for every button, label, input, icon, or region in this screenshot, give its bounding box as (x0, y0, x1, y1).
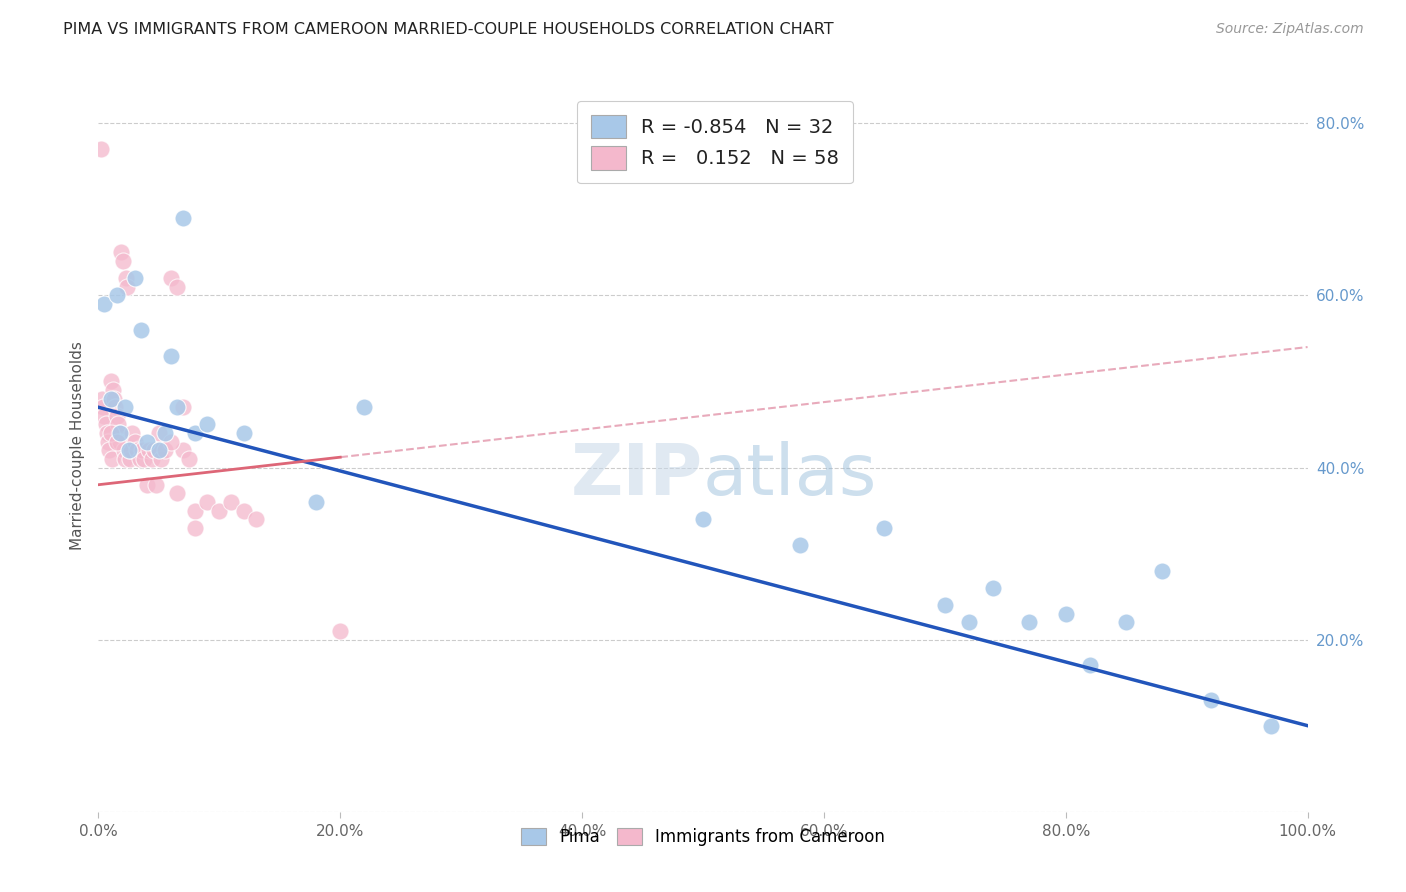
Point (124, 271, 146, 285)
Point (111, 254, 134, 268)
Point (184, 521, 207, 535)
Point (97, 434, 120, 449)
Point (118, 451, 141, 466)
Point (105, 434, 128, 449)
Point (96, 426, 118, 441)
Point (93, 409, 115, 423)
Point (118, 443, 141, 458)
Point (124, 434, 146, 449)
Point (104, 401, 127, 415)
Point (148, 443, 170, 458)
Point (135, 477, 157, 491)
Point (166, 401, 188, 415)
Point (98, 443, 121, 458)
Point (166, 280, 188, 294)
Point (100, 426, 122, 441)
Point (107, 417, 129, 432)
Point (195, 417, 218, 432)
Point (245, 512, 267, 526)
Point (135, 434, 157, 449)
Point (981, 581, 1004, 595)
Point (129, 323, 152, 337)
Point (141, 451, 163, 466)
Point (692, 512, 714, 526)
Point (145, 477, 167, 491)
Point (90, 142, 112, 156)
Point (184, 426, 207, 441)
Point (91, 401, 114, 415)
Point (134, 451, 156, 466)
Point (91, 392, 114, 406)
Text: ZIP: ZIP (571, 441, 703, 509)
Point (1054, 607, 1077, 621)
Point (120, 443, 142, 458)
Point (118, 443, 141, 458)
Text: atlas: atlas (703, 441, 877, 509)
Legend: Pima, Immigrants from Cameroon: Pima, Immigrants from Cameroon (513, 820, 893, 855)
Point (305, 495, 328, 509)
Point (105, 288, 128, 302)
Point (138, 443, 160, 458)
Point (1152, 564, 1174, 578)
Point (160, 434, 183, 449)
Point (100, 451, 122, 466)
Point (232, 426, 254, 441)
Point (143, 443, 166, 458)
Point (110, 245, 132, 260)
Point (873, 521, 896, 535)
Y-axis label: Married-couple Households: Married-couple Households (69, 342, 84, 550)
Point (184, 503, 207, 517)
Point (208, 503, 231, 517)
Point (1115, 615, 1137, 630)
Point (101, 383, 124, 397)
Point (93, 297, 115, 311)
Point (148, 443, 170, 458)
Point (153, 443, 176, 458)
Point (166, 486, 188, 500)
Point (232, 503, 254, 517)
Point (160, 349, 183, 363)
Point (108, 434, 131, 449)
Point (957, 615, 980, 630)
Point (1018, 615, 1040, 630)
Point (103, 392, 125, 406)
Point (172, 443, 194, 458)
Point (789, 538, 811, 552)
Text: Source: ZipAtlas.com: Source: ZipAtlas.com (1216, 22, 1364, 37)
Point (195, 495, 218, 509)
Point (160, 271, 183, 285)
Point (934, 598, 956, 612)
Point (108, 426, 131, 441)
Point (108, 426, 131, 441)
Point (179, 451, 201, 466)
Point (150, 451, 173, 466)
Point (172, 211, 194, 225)
Point (115, 271, 138, 285)
Point (172, 401, 194, 415)
Point (127, 443, 149, 458)
Point (131, 443, 153, 458)
Point (112, 443, 135, 458)
Point (1260, 719, 1282, 733)
Point (94, 417, 117, 432)
Point (1078, 658, 1101, 673)
Point (121, 426, 143, 441)
Point (117, 280, 139, 294)
Point (100, 392, 122, 406)
Text: PIMA VS IMMIGRANTS FROM CAMEROON MARRIED-COUPLE HOUSEHOLDS CORRELATION CHART: PIMA VS IMMIGRANTS FROM CAMEROON MARRIED… (63, 22, 834, 37)
Point (105, 409, 128, 423)
Point (1199, 693, 1222, 707)
Point (148, 426, 170, 441)
Point (153, 426, 176, 441)
Point (100, 375, 122, 389)
Point (114, 401, 136, 415)
Point (353, 401, 375, 415)
Point (221, 495, 243, 509)
Point (128, 451, 150, 466)
Point (114, 451, 136, 466)
Point (329, 624, 352, 638)
